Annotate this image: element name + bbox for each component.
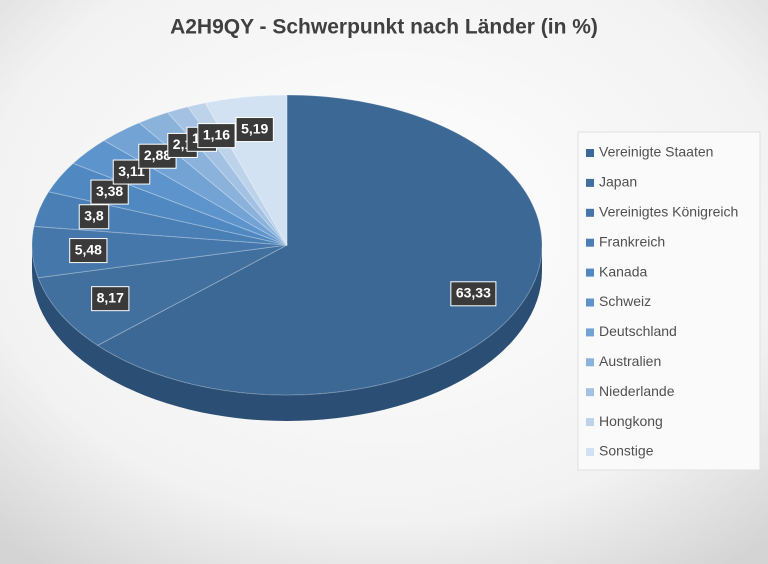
legend-label: Schweiz xyxy=(599,293,651,309)
data-label: 2,88 xyxy=(138,143,177,169)
data-label-text: 1,16 xyxy=(203,126,230,142)
data-label-text: 2,88 xyxy=(144,147,171,163)
legend-label: Deutschland xyxy=(599,323,677,339)
data-label-box xyxy=(69,238,108,264)
legend-label: Frankreich xyxy=(599,233,665,249)
data-label: 8,17 xyxy=(91,286,130,312)
legend-label: Sonstige xyxy=(599,443,654,459)
pie-side xyxy=(32,245,542,421)
data-label: 5,48 xyxy=(69,238,108,264)
pie-slice xyxy=(37,244,288,346)
legend-swatch xyxy=(586,208,594,217)
legend-swatch xyxy=(586,328,594,337)
legend-swatch xyxy=(586,298,594,307)
legend-swatch xyxy=(586,388,594,397)
legend-label: Kanada xyxy=(599,263,647,279)
legend-label: Vereinigtes Königreich xyxy=(599,204,738,220)
legend-swatch xyxy=(586,418,594,427)
legend-box xyxy=(577,131,761,471)
legend-label: Japan xyxy=(599,174,637,190)
data-label-text: 3,11 xyxy=(118,163,145,179)
data-label-box xyxy=(450,281,497,307)
data-label-text: 5,48 xyxy=(75,241,102,257)
legend-label: Niederlande xyxy=(599,383,675,399)
data-label-text: 8,17 xyxy=(97,289,124,305)
data-label-box xyxy=(235,117,274,143)
data-label-text: 5,19 xyxy=(241,120,268,136)
data-label: 63,33 xyxy=(450,281,497,307)
legend-swatch xyxy=(586,149,594,157)
legend-swatch xyxy=(586,268,594,277)
legend-swatch xyxy=(586,448,594,456)
legend-label: Vereinigte Staaten xyxy=(599,144,713,160)
legend-label: Australien xyxy=(599,353,661,369)
data-label-text: 3,38 xyxy=(96,183,123,199)
data-label: 5,19 xyxy=(235,117,274,143)
data-label: 1,16 xyxy=(197,123,236,149)
pie-slice xyxy=(96,94,543,396)
data-label-text: 3,8 xyxy=(84,207,104,223)
data-label-text: 63,33 xyxy=(456,285,491,301)
data-label-box xyxy=(91,286,130,312)
legend-swatch xyxy=(586,178,594,187)
legend-swatch xyxy=(586,358,594,367)
data-label-box xyxy=(78,204,110,230)
data-label-box xyxy=(197,123,236,149)
legend-swatch xyxy=(586,238,594,247)
legend-label: Hongkong xyxy=(599,413,663,429)
chart-title: A2H9QY - Schwerpunkt nach Länder (in %) xyxy=(170,16,598,39)
data-label: 3,8 xyxy=(78,204,110,230)
